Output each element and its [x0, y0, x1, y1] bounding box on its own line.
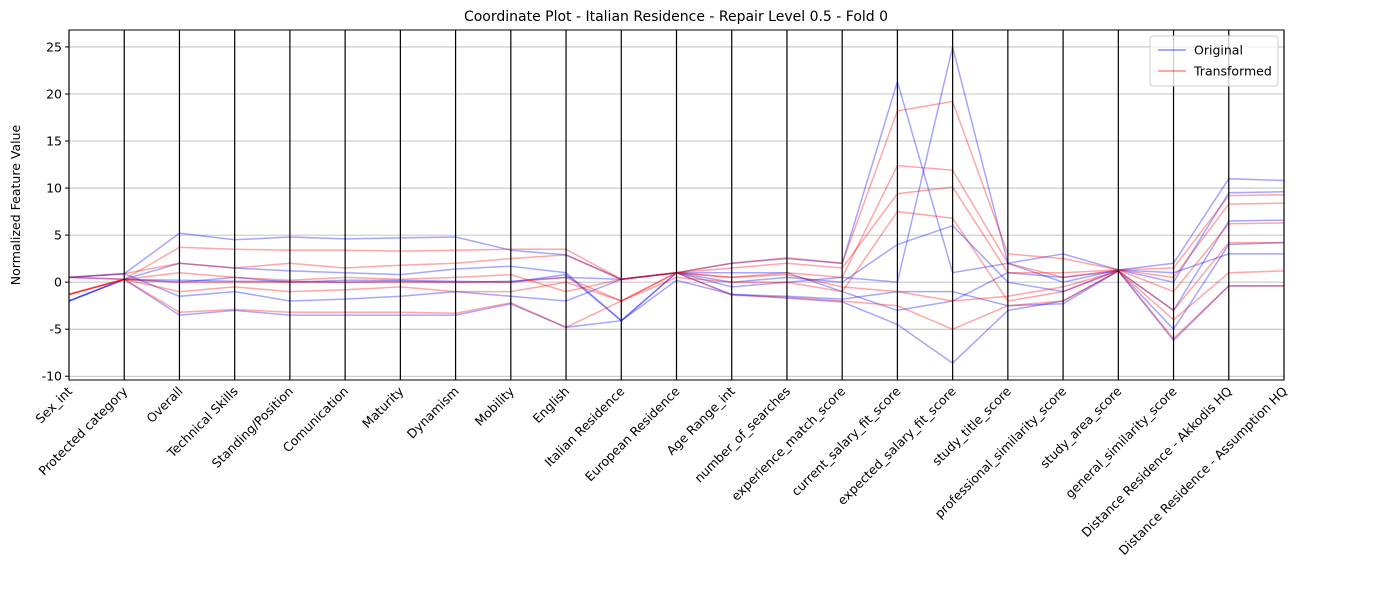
- legend: Original Transformed: [1149, 35, 1279, 87]
- x-tick-label: Maturity: [359, 383, 407, 431]
- y-tick-label: -5: [50, 322, 62, 337]
- y-tick-label: 15: [46, 134, 62, 149]
- y-tick-label: 5: [54, 228, 62, 243]
- x-tick-label: general_similarity_score: [1062, 383, 1180, 501]
- x-tick-label: Dynamism: [404, 384, 462, 442]
- x-tick-label: current_salary_fit_score: [788, 383, 904, 499]
- y-axis-label: Normalized Feature Value: [8, 124, 23, 285]
- y-tick-label: 20: [46, 86, 62, 101]
- chart-title: Coordinate Plot - Italian Residence - Re…: [464, 9, 888, 25]
- x-tick-label: European Residence: [582, 383, 683, 484]
- x-tick-label: experience_match_score: [728, 383, 848, 503]
- y-tick-label: 10: [46, 181, 62, 196]
- plot-frame: [68, 29, 1285, 381]
- y-tick-label: 0: [54, 275, 62, 290]
- legend-box: [1149, 35, 1279, 87]
- legend-label: Original: [1194, 43, 1243, 58]
- y-tick-label: 25: [46, 39, 62, 54]
- legend-label: Transformed: [1193, 64, 1272, 79]
- x-tick-label: Overall: [143, 384, 185, 426]
- y-tick-label: -10: [42, 369, 62, 384]
- x-tick-label: Mobility: [472, 383, 518, 429]
- x-tick-label: Sex_int: [32, 383, 75, 426]
- x-tick-label: English: [530, 384, 573, 427]
- x-tick-label: number_of_searches: [691, 384, 793, 486]
